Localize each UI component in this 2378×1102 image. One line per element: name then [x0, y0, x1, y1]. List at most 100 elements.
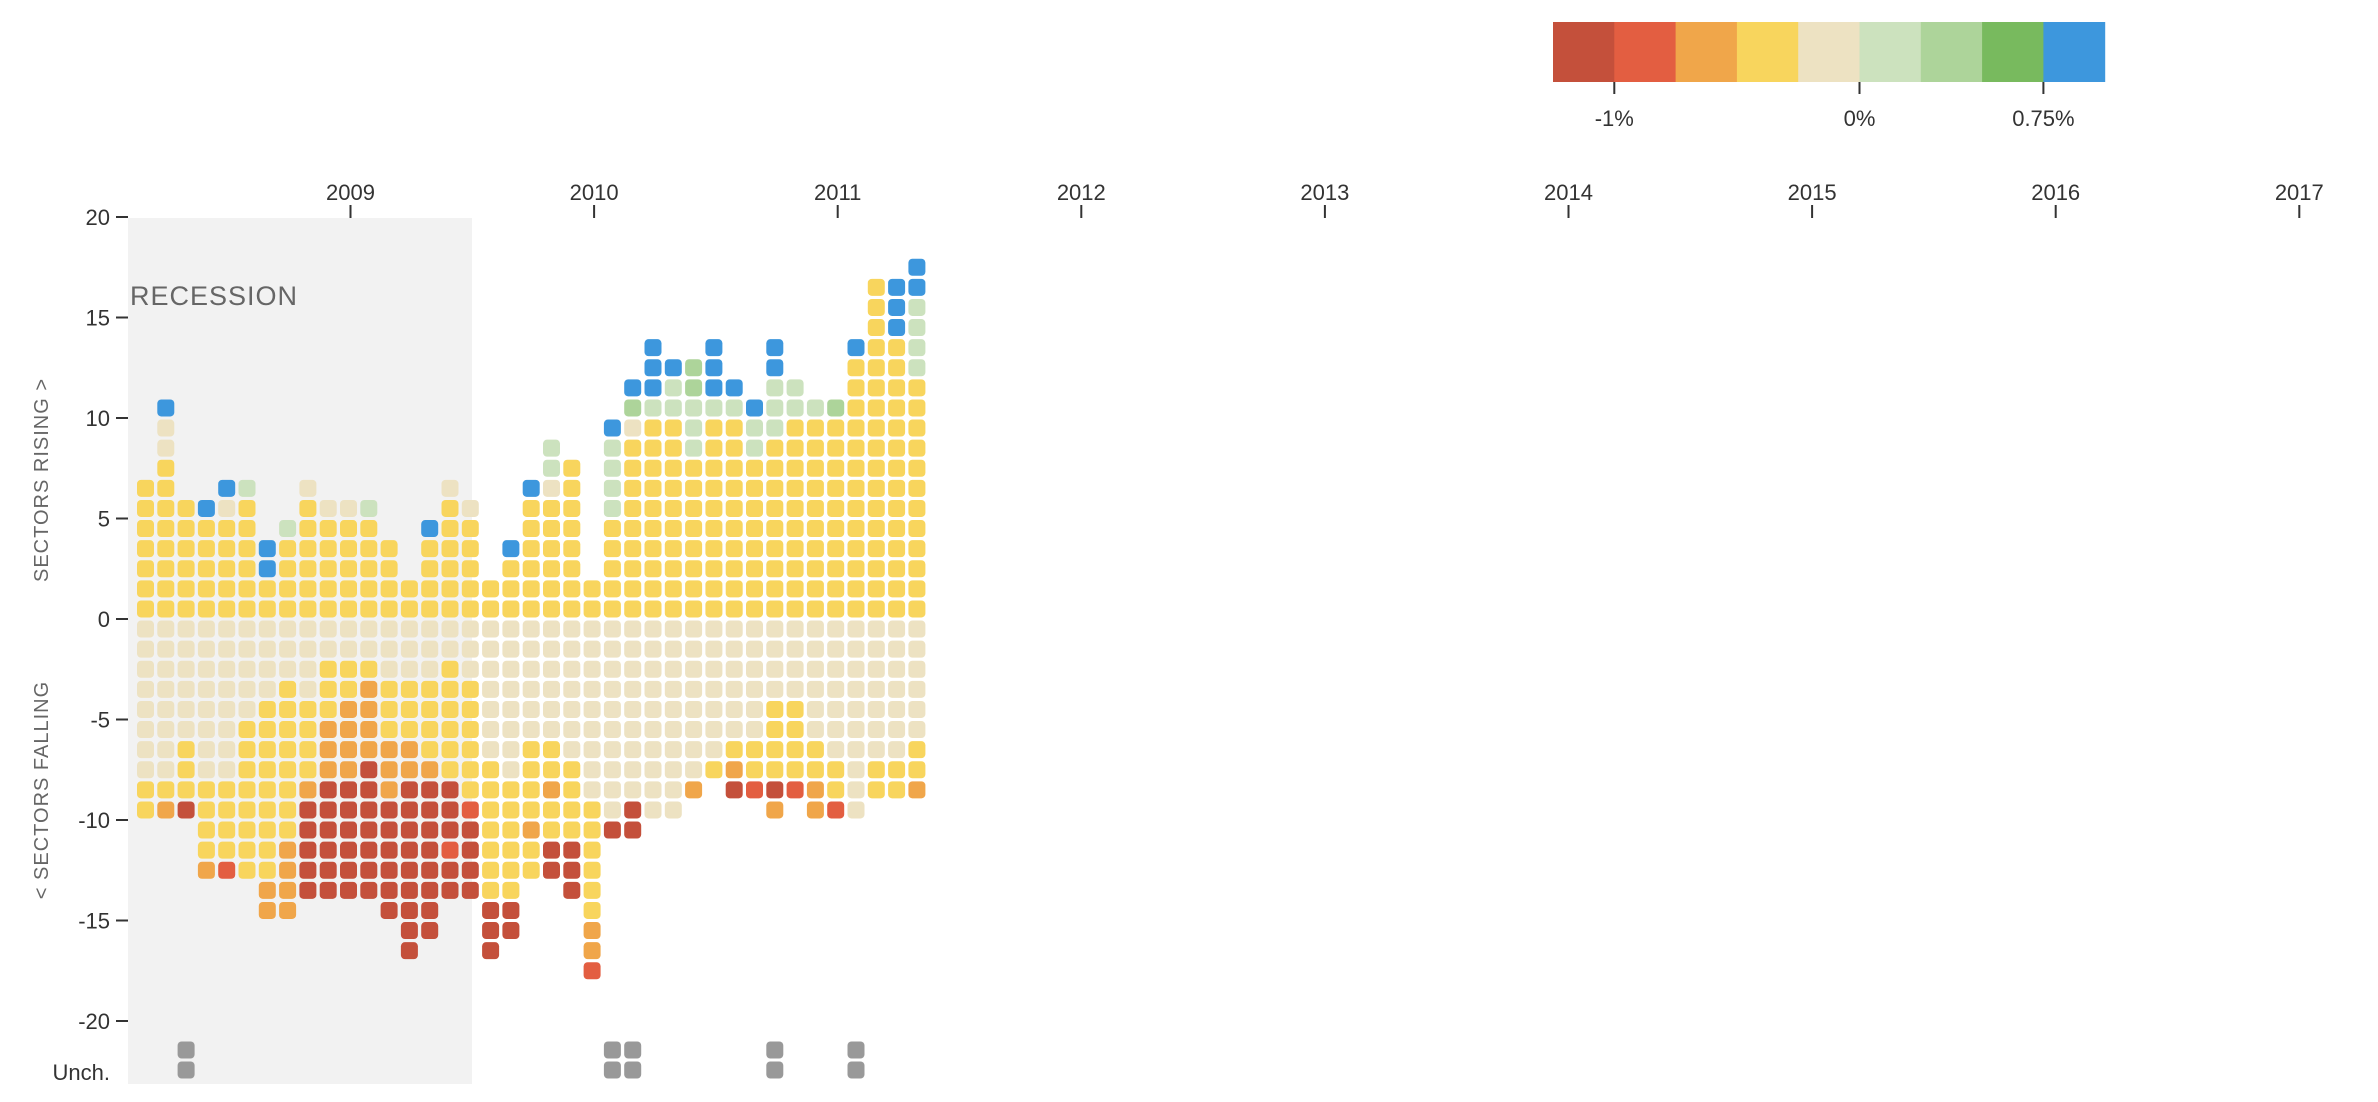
falling-sector-dot: [482, 821, 500, 839]
rising-sector-dot: [664, 379, 682, 397]
falling-sector-dot: [197, 640, 215, 658]
falling-sector-dot: [299, 700, 317, 718]
falling-sector-dot: [766, 741, 784, 759]
falling-sector-dot: [461, 741, 479, 759]
falling-sector-dot: [563, 861, 581, 879]
rising-sector-dot: [360, 520, 378, 538]
falling-sector-dot: [786, 680, 804, 698]
rising-sector-dot: [786, 459, 804, 477]
falling-sector-dot: [522, 620, 540, 638]
falling-sector-dot: [746, 680, 763, 698]
falling-sector-dot: [847, 721, 865, 739]
falling-sector-dot: [482, 781, 500, 799]
falling-sector-dot: [218, 620, 236, 638]
falling-sector-dot: [624, 721, 642, 739]
falling-sector-dot: [766, 761, 784, 779]
rising-sector-dot: [319, 560, 337, 578]
falling-sector-dot: [888, 680, 906, 698]
falling-sector-dot: [197, 700, 215, 718]
falling-sector-dot: [137, 640, 154, 658]
rising-sector-dot: [340, 560, 357, 578]
rising-sector-dot: [137, 520, 154, 538]
rising-sector-dot: [867, 520, 885, 538]
falling-sector-dot: [279, 881, 297, 899]
rising-sector-dot: [157, 419, 175, 437]
falling-sector-dot: [319, 841, 337, 859]
y-tick-label: 15: [86, 306, 110, 331]
falling-sector-dot: [421, 861, 439, 879]
falling-sector-dot: [867, 741, 885, 759]
rising-sector-dot: [624, 479, 642, 497]
rising-sector-dot: [624, 439, 642, 457]
falling-sector-dot: [380, 721, 398, 739]
rising-sector-dot: [137, 479, 154, 497]
falling-sector-dot: [522, 761, 540, 779]
falling-sector-dot: [806, 721, 824, 739]
rising-sector-dot: [725, 499, 743, 517]
falling-sector-dot: [218, 781, 236, 799]
falling-sector-dot: [847, 620, 865, 638]
rising-sector-dot: [908, 339, 926, 357]
rising-sector-dot: [827, 560, 845, 578]
rising-sector-dot: [218, 499, 236, 517]
falling-sector-dot: [482, 640, 500, 658]
falling-sector-dot: [157, 680, 175, 698]
falling-sector-dot: [725, 660, 743, 678]
rising-sector-dot: [644, 419, 662, 437]
falling-sector-dot: [543, 700, 560, 718]
falling-sector-dot: [279, 821, 297, 839]
rising-sector-dot: [258, 540, 276, 558]
falling-sector-dot: [421, 620, 439, 638]
falling-sector-dot: [482, 620, 500, 638]
rising-sector-dot: [705, 379, 723, 397]
rising-sector-dot: [279, 560, 297, 578]
falling-sector-dot: [827, 620, 845, 638]
rising-sector-dot: [360, 499, 378, 517]
rising-sector-dot: [867, 459, 885, 477]
falling-sector-dot: [197, 861, 215, 879]
rising-sector-dot: [644, 580, 662, 598]
falling-sector-dot: [258, 781, 276, 799]
falling-sector-dot: [867, 700, 885, 718]
rising-sector-dot: [461, 499, 479, 517]
falling-sector-dot: [908, 640, 926, 658]
rising-sector-dot: [563, 600, 581, 618]
rising-sector-dot: [421, 600, 439, 618]
rising-sector-dot: [603, 499, 621, 517]
y-tick-label: -10: [78, 808, 110, 833]
rising-sector-dot: [603, 600, 621, 618]
rising-sector-dot: [888, 560, 906, 578]
rising-sector-dot: [340, 600, 357, 618]
unchanged-sector-dot: [624, 1041, 642, 1059]
rising-sector-dot: [685, 399, 703, 417]
falling-sector-dot: [482, 841, 500, 859]
falling-sector-dot: [360, 620, 378, 638]
legend-swatch: [1614, 22, 1677, 82]
rising-sector-dot: [218, 479, 236, 497]
rising-sector-dot: [847, 439, 865, 457]
rising-sector-dot: [522, 479, 540, 497]
falling-sector-dot: [806, 761, 824, 779]
rising-sector-dot: [157, 580, 175, 598]
falling-sector-dot: [705, 680, 723, 698]
falling-sector-dot: [340, 741, 357, 759]
falling-sector-dot: [137, 721, 154, 739]
falling-sector-dot: [502, 620, 520, 638]
falling-sector-dot: [583, 841, 601, 859]
falling-sector-dot: [299, 680, 317, 698]
falling-sector-dot: [583, 821, 601, 839]
rising-sector-dot: [806, 479, 824, 497]
rising-sector-dot: [319, 540, 337, 558]
falling-sector-dot: [319, 881, 337, 899]
rising-sector-dot: [380, 600, 398, 618]
falling-sector-dot: [461, 781, 479, 799]
falling-sector-dot: [583, 901, 601, 919]
rising-sector-dot: [806, 459, 824, 477]
rising-sector-dot: [664, 520, 682, 538]
falling-sector-dot: [624, 680, 642, 698]
rising-sector-dot: [867, 580, 885, 598]
falling-sector-dot: [400, 680, 418, 698]
falling-sector-dot: [502, 721, 520, 739]
rising-sector-dot: [421, 580, 439, 598]
falling-sector-dot: [827, 741, 845, 759]
